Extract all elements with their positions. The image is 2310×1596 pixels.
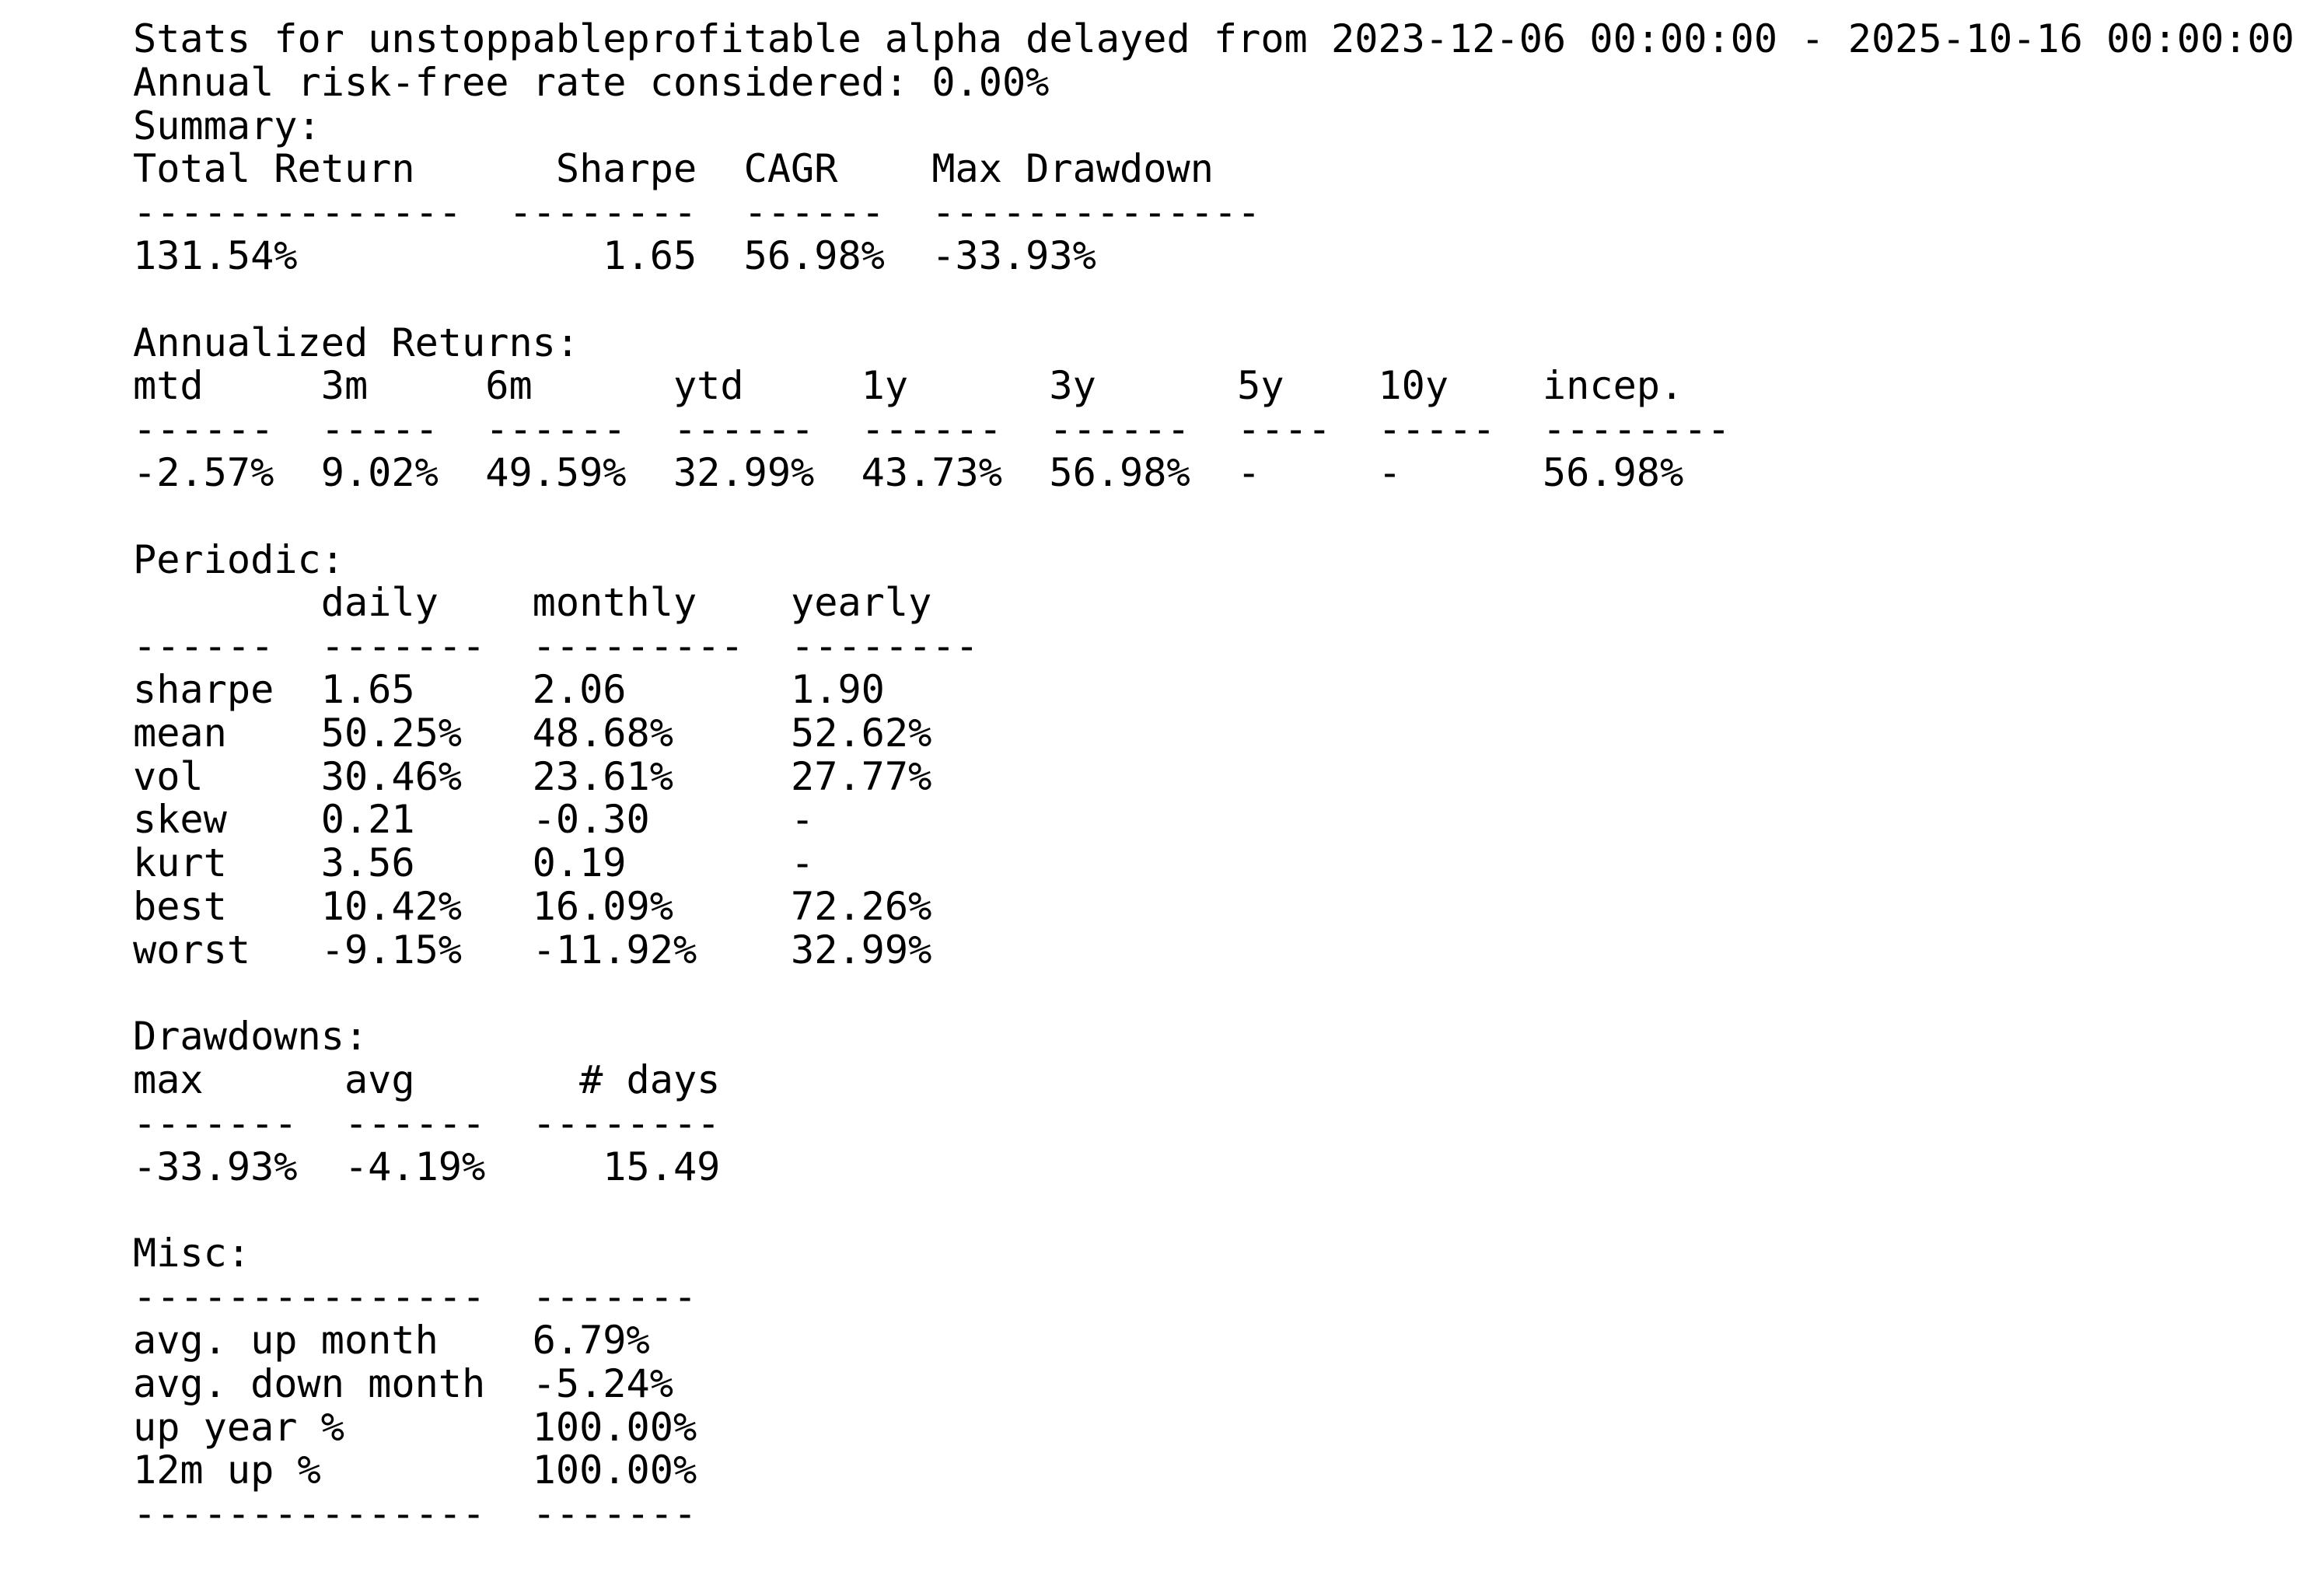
drawdowns-heading: Drawdowns: <box>133 1013 369 1060</box>
annualized-returns-heading: Annualized Returns: <box>133 319 580 365</box>
blank-line <box>133 972 2294 1015</box>
summary-heading: Summary: <box>133 102 321 148</box>
blank-line <box>133 1189 2294 1232</box>
periodic-heading: Periodic: <box>133 536 344 582</box>
annualized-rule: ------ ----- ------ ------ ------ ------… <box>133 406 1731 452</box>
misc-row-avg-up-month: avg. up month 6.79% <box>133 1316 650 1363</box>
periodic-row-best: best 10.42% 16.09% 72.26% <box>133 882 932 929</box>
blank-line <box>133 278 2294 321</box>
periodic-row-sharpe: sharpe 1.65 2.06 1.90 <box>133 665 885 712</box>
summary-header-row: Total Return Sharpe CAGR Max Drawdown <box>133 145 1214 192</box>
report-title: Stats for unstoppableprofitable alpha de… <box>133 16 2294 61</box>
annualized-value-row: -2.57% 9.02% 49.59% 32.99% 43.73% 56.98%… <box>133 449 1684 495</box>
periodic-row-mean: mean 50.25% 48.68% 52.62% <box>133 709 932 756</box>
summary-rule: -------------- -------- ------ ---------… <box>133 189 1261 236</box>
stats-report: Stats for unstoppableprofitable alpha de… <box>133 17 2294 1535</box>
blank-line <box>133 494 2294 538</box>
misc-row-up-year: up year % 100.00% <box>133 1403 697 1450</box>
periodic-row-kurt: kurt 3.56 0.19 - <box>133 840 815 886</box>
misc-heading: Misc: <box>133 1230 251 1276</box>
periodic-header-row: daily monthly yearly <box>133 579 932 626</box>
misc-row-avg-down-month: avg. down month -5.24% <box>133 1360 673 1406</box>
misc-rule-bottom: --------------- ------- <box>133 1490 697 1537</box>
periodic-row-skew: skew 0.21 -0.30 - <box>133 796 815 843</box>
misc-rule-top: --------------- ------- <box>133 1273 697 1320</box>
summary-value-row: 131.54% 1.65 56.98% -33.93% <box>133 232 1096 278</box>
drawdowns-header-row: max avg # days <box>133 1056 721 1103</box>
periodic-row-worst: worst -9.15% -11.92% 32.99% <box>133 926 932 973</box>
periodic-row-vol: vol 30.46% 23.61% 27.77% <box>133 753 932 799</box>
drawdowns-rule: ------- ------ -------- <box>133 1099 721 1146</box>
drawdowns-value-row: -33.93% -4.19% 15.49 <box>133 1143 721 1189</box>
annualized-header-row: mtd 3m 6m ytd 1y 3y 5y 10y incep. <box>133 362 1684 409</box>
periodic-rule: ------ ------- --------- -------- <box>133 623 979 669</box>
risk-free-rate: Annual risk-free rate considered: 0.00% <box>133 58 1050 105</box>
misc-row-12m-up: 12m up % 100.00% <box>133 1447 697 1493</box>
